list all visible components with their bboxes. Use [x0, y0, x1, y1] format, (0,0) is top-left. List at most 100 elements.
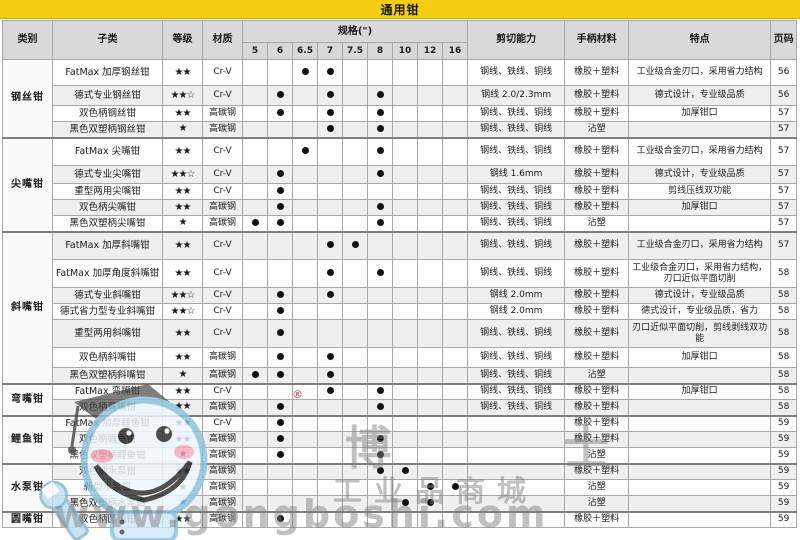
- page-cell: 57: [770, 230, 798, 260]
- handle-cell: 沾塑: [564, 495, 630, 512]
- spec-cell-8: [367, 382, 393, 400]
- spec-cell-6: [267, 121, 293, 138]
- spec-cell-16: [441, 495, 469, 512]
- spec-cell-8: [367, 121, 393, 138]
- table-row: 黑色双塑柄斜嘴钳 ★ 高碳钢 钢线、铁线、铜线 沾塑 58: [3, 367, 798, 384]
- spec-cell-8: [367, 447, 393, 464]
- features-cell: 加厚钳口: [628, 199, 772, 216]
- material-cell: 高碳钢: [202, 447, 243, 464]
- spec-cell-12: [417, 165, 443, 184]
- spec-cell-10: [392, 259, 418, 288]
- spec-cell-8: [367, 183, 393, 200]
- page-cell: 58: [770, 303, 798, 320]
- cutting-cell: [467, 462, 566, 480]
- material-cell: Cr-V: [202, 85, 243, 106]
- material-cell: Cr-V: [202, 230, 243, 260]
- spec-cell-10: [392, 367, 418, 384]
- category-cell: 弯嘴钳: [2, 382, 53, 416]
- spec-cell-12: [417, 347, 443, 368]
- spec-dot: [326, 68, 334, 76]
- spec-cell-6: [267, 183, 293, 200]
- grade-cell: ★★: [162, 105, 203, 122]
- features-cell: [628, 495, 772, 512]
- material-cell: 高碳钢: [202, 462, 243, 480]
- features-cell: [628, 510, 772, 528]
- spec-dot: [276, 91, 284, 99]
- page-cell: 58: [770, 382, 798, 400]
- spec-cell-10: [392, 431, 418, 448]
- page-cell: 58: [770, 259, 798, 288]
- spec-cell-12: [417, 431, 443, 448]
- category-cell: 斜嘴钳: [2, 230, 53, 384]
- material-cell: 高碳钢: [202, 367, 243, 384]
- grade-cell: ★★☆: [162, 303, 203, 320]
- spec-cell-16: [441, 510, 469, 528]
- features-cell: [628, 399, 772, 416]
- spec-dot: [401, 498, 409, 506]
- spec-cell-6.5: [292, 447, 318, 464]
- spec-cell-12: [417, 121, 443, 138]
- grade-cell: ★★: [162, 399, 203, 416]
- page-cell: 57: [770, 215, 798, 232]
- features-cell: 工业级合金刃口，采用省力结构，刃口近似平面切削: [628, 259, 772, 288]
- spec-dot: [351, 241, 359, 249]
- spec-cell-7: [317, 347, 343, 368]
- header-spec-size-7.5: 7.5: [342, 42, 368, 60]
- material-cell: 高碳钢: [202, 495, 243, 512]
- grade-cell: ★★☆: [162, 287, 203, 304]
- spec-dot: [276, 370, 284, 378]
- spec-cell-7: [317, 414, 343, 432]
- material-cell: Cr-V: [202, 303, 243, 320]
- spec-cell-7.5: [342, 495, 368, 512]
- material-cell: Cr-V: [202, 319, 243, 348]
- spec-cell-6.5: [292, 399, 318, 416]
- cutting-cell: 钢线、铁线、铜线: [467, 259, 566, 288]
- spec-cell-6: [267, 382, 293, 400]
- table-row: 弯嘴钳 FatMax 弯嘴钳 ★★ Cr-V 钢线、铁线、铜线 橡胶＋塑料 加厚钳口 58: [2, 382, 798, 416]
- spec-cell-7: [317, 287, 343, 304]
- spec-cell-7: [317, 199, 343, 216]
- category-cell: 鲤鱼钳: [2, 414, 53, 464]
- spec-cell-12: [417, 495, 443, 512]
- spec-cell-12: [417, 287, 443, 304]
- spec-cell-16: [441, 136, 469, 166]
- spec-cell-8: [367, 287, 393, 304]
- spec-cell-5: [242, 183, 268, 200]
- spec-cell-16: [441, 259, 469, 288]
- spec-cell-7: [317, 382, 343, 400]
- table-row: 双色柄钢丝钳 ★★ 高碳钢 钢线、铁线、铜线 橡胶＋塑料 加厚钳口 57: [3, 105, 798, 122]
- spec-cell-12: [417, 183, 443, 200]
- spec-cell-6.5: [292, 230, 318, 260]
- spec-cell-7.5: [342, 136, 368, 166]
- spec-cell-7.5: [342, 347, 368, 368]
- spec-dot: [326, 387, 334, 395]
- table-row: 钢丝钳 FatMax 加厚钢丝钳 ★★ Cr-V 钢线、铁线、铜线 橡胶＋塑料 工业级合金刃…: [2, 59, 798, 138]
- spec-cell-16: [441, 199, 469, 216]
- spec-cell-5: [242, 121, 268, 138]
- handle-cell: 橡胶＋塑料: [564, 414, 630, 432]
- table-row: 重型两用尖嘴钳 ★★ Cr-V 钢线、铁线、铜线 橡胶＋塑料 剪线压线双功能 57: [3, 183, 798, 200]
- spec-cell-12: [417, 59, 443, 86]
- spec-dot: [276, 515, 284, 523]
- table-row: 双色柄鲤鱼钳 ★★ 高碳钢 橡胶＋塑料 59: [3, 431, 798, 448]
- spec-cell-7: [317, 183, 343, 200]
- spec-dot: [376, 435, 384, 443]
- spec-cell-6.5: [292, 259, 318, 288]
- handle-cell: 橡胶＋塑料: [564, 431, 630, 448]
- spec-cell-6.5: [292, 479, 318, 496]
- features-cell: 德式设计，专业级品质: [628, 85, 772, 106]
- handle-cell: 橡胶＋塑料: [564, 510, 630, 528]
- grade-cell: ★★: [162, 414, 203, 432]
- spec-cell-8: [367, 215, 393, 232]
- spec-cell-6.5: [292, 367, 318, 384]
- spec-cell-10: [392, 447, 418, 464]
- spec-dot: [276, 435, 284, 443]
- spec-cell-10: [392, 230, 418, 260]
- handle-cell: 橡胶＋塑料: [564, 230, 630, 260]
- spec-cell-7: [317, 165, 343, 184]
- subcategory-cell: 德式专业斜嘴钳: [52, 287, 163, 304]
- spec-cell-5: [242, 303, 268, 320]
- handle-cell: 橡胶＋塑料: [564, 199, 630, 216]
- cutting-cell: 钢线、铁线、铜线: [467, 347, 566, 368]
- table-row: 水泵钳 双色柄水泵钳 ★★ 高碳钢 橡胶＋塑料 59: [2, 462, 798, 512]
